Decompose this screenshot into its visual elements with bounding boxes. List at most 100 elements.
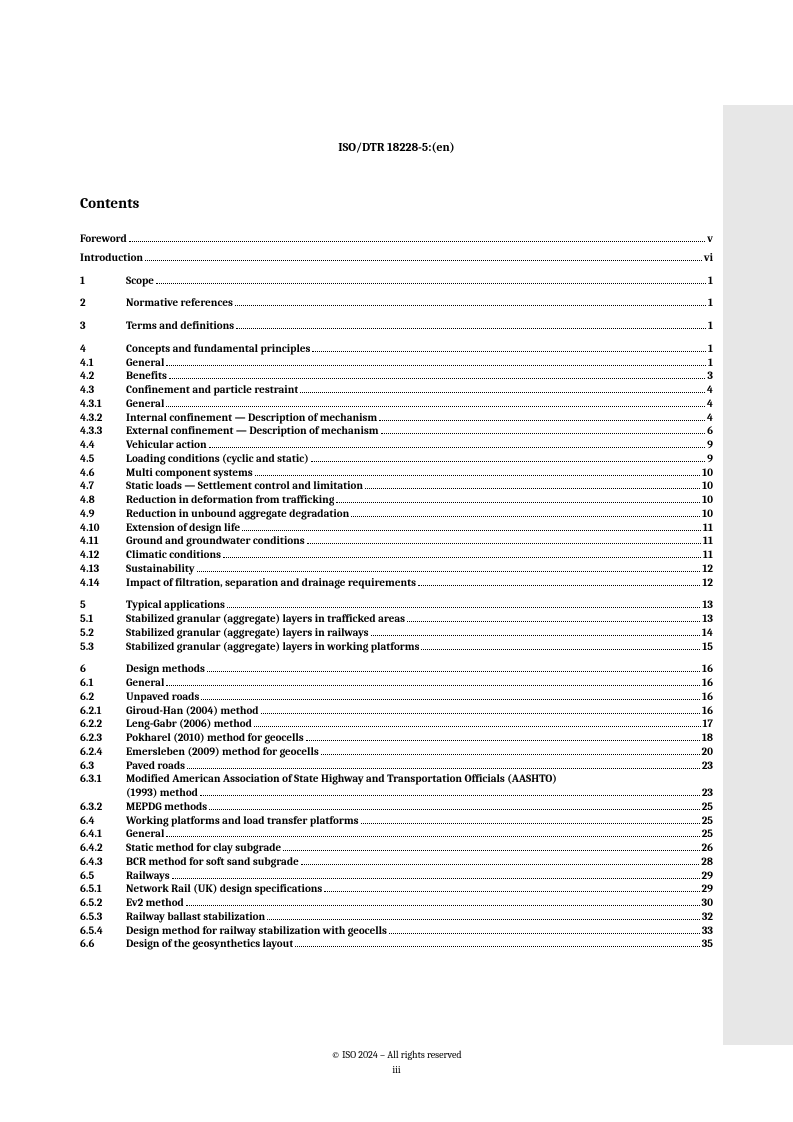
toc-entry-number: 6.4.1 — [80, 827, 126, 841]
toc-entry-title: Emersleben (2009) method for geocells — [126, 745, 319, 759]
toc-entry-page: 10 — [702, 466, 713, 480]
toc-entry-number: 6.3 — [80, 759, 126, 773]
toc-entry-title: General — [126, 397, 164, 411]
toc-entry-page: vi — [704, 251, 713, 265]
toc-entry: 6.3.2MEPDG methods25 — [80, 800, 713, 814]
toc-entry: 6.5.3Railway ballast stabilization32 — [80, 910, 713, 924]
toc-entry-title: General — [126, 356, 164, 370]
toc-entry-number: 5.2 — [80, 626, 126, 640]
footer-copyright: © ISO 2024 – All rights reserved — [0, 1049, 793, 1061]
toc-entry: 4.3Confinement and particle restraint4 — [80, 383, 713, 397]
toc-entry-title: Railway ballast stabilization — [126, 910, 265, 924]
toc-entry-number: 4.14 — [80, 576, 126, 590]
toc-entry-title: Static loads — Settlement control and li… — [126, 479, 363, 493]
toc-leader — [407, 621, 700, 622]
toc-entry: 4.3.1General4 — [80, 397, 713, 411]
toc-entry: Introductionvi — [80, 251, 713, 265]
toc-entry-title: Sustainability — [126, 562, 195, 576]
toc-leader — [381, 433, 706, 434]
toc-entry-number: 4.9 — [80, 507, 126, 521]
toc-entry: 4.9Reduction in unbound aggregate degrad… — [80, 507, 713, 521]
toc-entry-number: 6.2.4 — [80, 745, 126, 759]
toc-entry-title: Network Rail (UK) design specifications — [126, 882, 322, 896]
toc-entry-page: 10 — [702, 493, 713, 507]
toc-entry-number: 6.5 — [80, 869, 126, 883]
toc-leader — [421, 649, 700, 650]
toc-entry-number: 4.3.2 — [80, 411, 126, 425]
toc-entry-page: 6 — [707, 424, 713, 438]
toc-entry-title: Reduction in unbound aggregate degradati… — [126, 507, 349, 521]
toc-leader — [242, 530, 701, 531]
toc-entry: 5.1Stabilized granular (aggregate) layer… — [80, 612, 713, 626]
page: ISO/DTR 18228-5:(en) Contents ForewordvI… — [0, 0, 793, 1122]
toc-leader — [145, 260, 702, 261]
toc-leader — [166, 685, 700, 686]
toc-leader — [307, 543, 701, 544]
toc-gap — [80, 589, 713, 598]
toc-entry: 6.4.2Static method for clay subgrade26 — [80, 841, 713, 855]
toc-entry-title: Scope — [126, 274, 154, 288]
toc-entry-title: Impact of filtration, separation and dra… — [126, 576, 416, 590]
toc-entry-title: Normative references — [126, 296, 233, 310]
toc-leader — [321, 754, 700, 755]
toc-gap — [80, 653, 713, 662]
toc-entry-number: 4.11 — [80, 534, 126, 548]
toc-leader — [172, 878, 700, 879]
toc-entry: 4.7Static loads — Settlement control and… — [80, 479, 713, 493]
toc-entry-number: 4.8 — [80, 493, 126, 507]
toc-entry-title: Modified American Association of State H… — [126, 772, 557, 786]
toc-entry-page: 23 — [702, 759, 713, 773]
toc-entry-number: 4.5 — [80, 452, 126, 466]
toc-entry-page: 33 — [702, 924, 713, 938]
toc-entry-page: 10 — [702, 479, 713, 493]
toc-entry-title: Concepts and fundamental principles — [126, 342, 310, 356]
toc-entry: 6.5.1Network Rail (UK) design specificat… — [80, 882, 713, 896]
toc-entry-page: 23 — [702, 786, 713, 800]
toc-entry: 5.3Stabilized granular (aggregate) layer… — [80, 640, 713, 654]
toc-entry: 6.5.4Design method for railway stabiliza… — [80, 924, 713, 938]
toc-entry-title: (1993) method — [126, 786, 198, 800]
toc-leader — [306, 740, 700, 741]
toc-entry: 6.2Unpaved roads16 — [80, 690, 713, 704]
toc-leader — [235, 305, 706, 306]
toc-leader — [166, 836, 699, 837]
toc-leader — [283, 850, 699, 851]
toc-leader — [223, 557, 701, 558]
toc-entry-number: 6.5.1 — [80, 882, 126, 896]
toc-entry-number: 5.1 — [80, 612, 126, 626]
toc-entry-title: Paved roads — [126, 759, 185, 773]
toc-entry-page: 3 — [707, 369, 713, 383]
toc-entry: 4.5Loading conditions (cyclic and static… — [80, 452, 713, 466]
toc-entry: 6.1General16 — [80, 676, 713, 690]
toc-entry-number: 6 — [80, 662, 126, 676]
toc-entry-page: 4 — [707, 383, 713, 397]
toc-entry-title: Foreword — [80, 232, 127, 246]
toc-entry: 5.2Stabilized granular (aggregate) layer… — [80, 626, 713, 640]
toc-entry: 6.2.4Emersleben (2009) method for geocel… — [80, 745, 713, 759]
table-of-contents: ForewordvIntroductionvi1Scope12Normative… — [80, 232, 713, 951]
toc-entry-page: 16 — [702, 676, 713, 690]
toc-entry: 6.5Railways29 — [80, 869, 713, 883]
footer-page-number: iii — [0, 1064, 793, 1076]
toc-leader — [166, 406, 705, 407]
toc-entry-title: Design methods — [126, 662, 205, 676]
toc-leader — [129, 241, 706, 242]
toc-entry-number: 4.4 — [80, 438, 126, 452]
toc-entry-number: 4.3 — [80, 383, 126, 397]
toc-gap — [80, 265, 713, 274]
toc-entry-page: 12 — [702, 576, 713, 590]
toc-entry-title: MEPDG methods — [126, 800, 207, 814]
toc-leader — [207, 671, 700, 672]
toc-entry-title: Climatic conditions — [126, 548, 221, 562]
toc-entry: 6.3Paved roads 23 — [80, 759, 713, 773]
toc-entry-page: 9 — [707, 452, 713, 466]
toc-entry-page: 15 — [702, 640, 713, 654]
toc-entry-page: 11 — [703, 534, 713, 548]
toc-entry-title: Stabilized granular (aggregate) layers i… — [126, 640, 419, 654]
toc-entry-number: 4.2 — [80, 369, 126, 383]
toc-entry-number: 4.3.3 — [80, 424, 126, 438]
toc-entry-number: 4.7 — [80, 479, 126, 493]
toc-entry: 4Concepts and fundamental principles1 — [80, 342, 713, 356]
toc-leader — [300, 392, 705, 393]
toc-entry-title: Railways — [126, 869, 170, 883]
